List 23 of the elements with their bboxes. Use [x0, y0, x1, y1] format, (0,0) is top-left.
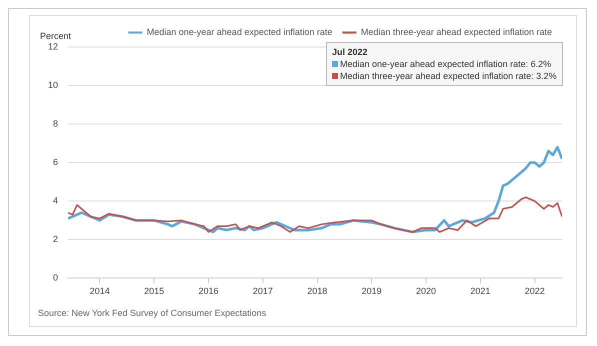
x-tick-label: 2022 [524, 286, 545, 296]
legend-label: Median one-year ahead expected inflation rate [146, 26, 332, 37]
y-axis-title: Percent [40, 30, 72, 41]
y-tick-label: 0 [52, 272, 58, 283]
annotation: Median one-year ahead expected inflation rate: 6.2% [340, 58, 552, 70]
x-tick-label: 2018 [307, 286, 328, 296]
y-tick-label: 4 [52, 196, 58, 206]
y-tick-label: 10 [48, 80, 58, 90]
annotation: Jul 2022 [332, 46, 369, 58]
y-tick-label: 2 [52, 234, 58, 244]
x-tick-label: 2015 [144, 286, 164, 296]
x-tick-label: 2019 [362, 286, 382, 296]
x-tick-label: 2016 [198, 286, 219, 296]
x-tick-label: 2021 [470, 286, 490, 296]
legend-label: Median three-year ahead expected inflation rate [360, 26, 552, 37]
x-tick-label: 2020 [416, 286, 436, 296]
y-tick-label: 12 [48, 41, 58, 52]
y-tick-label: 6 [52, 157, 58, 168]
x-tick-label: 2017 [252, 286, 273, 296]
y-tick-label: 8 [52, 118, 58, 129]
x-tick-label: 2014 [90, 286, 110, 296]
annotation: Median three-year ahead expected inflation rate: 3.2% [340, 70, 557, 82]
source-note: Source: New York Fed Survey of Consumer Expectations [38, 308, 268, 318]
